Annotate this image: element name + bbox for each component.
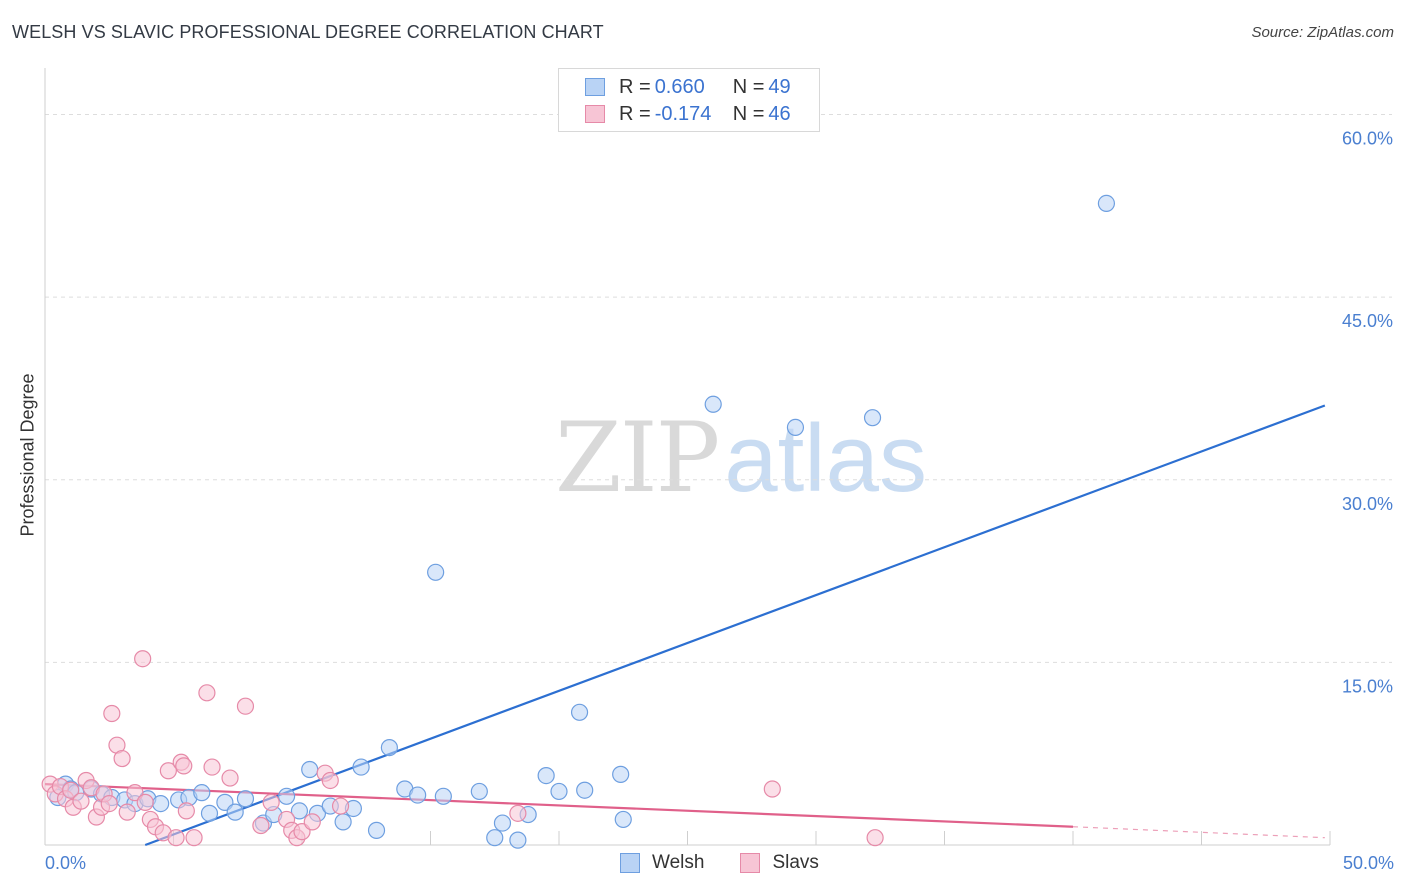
welsh-point	[200, 804, 219, 822]
slavs-point	[303, 813, 321, 831]
legend-n-label: N =	[732, 102, 765, 125]
trend-lines	[44, 404, 1326, 847]
slavs-point	[113, 749, 131, 768]
slavs-point	[203, 758, 221, 776]
series-label-slavs: Slavs	[772, 852, 819, 873]
welsh-point	[380, 739, 398, 757]
chart-title: WELSH VS SLAVIC PROFESSIONAL DEGREE CORR…	[12, 22, 604, 42]
y-tick-label: 60.0%	[1342, 129, 1393, 149]
welsh-point	[612, 765, 630, 783]
slavs-point	[221, 769, 239, 787]
welsh-point	[434, 787, 452, 805]
slavs-point	[159, 762, 177, 780]
legend-swatch-slavs	[585, 105, 605, 123]
y-tick-label: 30.0%	[1342, 494, 1393, 514]
welsh-trend-line	[144, 404, 1326, 847]
axes	[44, 68, 1331, 846]
welsh-point	[236, 790, 255, 808]
legend-r-label: R =	[619, 102, 651, 125]
legend-r-value: 0.660	[654, 75, 705, 98]
x-tick-label: 0.0%	[45, 853, 86, 873]
slavs-point	[509, 804, 527, 822]
slavs-point	[62, 781, 80, 799]
slavs-point	[118, 803, 136, 821]
legend-n-label: N =	[732, 75, 765, 98]
welsh-point	[1097, 194, 1116, 212]
welsh-point	[537, 767, 555, 785]
series-label-welsh: Welsh	[652, 852, 705, 873]
slavs-point	[103, 704, 121, 723]
welsh-point	[614, 810, 632, 829]
slavs-point	[252, 816, 270, 835]
slavs-point	[175, 757, 193, 775]
slavs-point	[167, 829, 185, 847]
legend-r-label: R =	[619, 75, 651, 98]
slavs-point	[763, 780, 781, 798]
slavs-point	[100, 795, 118, 813]
legend-swatch-welsh	[585, 78, 605, 96]
welsh-point	[493, 814, 512, 832]
source-label: Source: ZipAtlas.com	[1251, 24, 1394, 41]
legend-r-value: -0.174	[654, 102, 712, 125]
y-tick-label: 45.0%	[1342, 311, 1393, 331]
welsh-point	[427, 563, 445, 581]
slavs-point	[321, 771, 339, 790]
series-legend-slavs[interactable]: Slavs	[740, 852, 819, 874]
slavs-trend-line	[44, 783, 1074, 828]
welsh-point	[367, 821, 386, 839]
welsh-point	[486, 829, 504, 847]
welsh-point	[409, 786, 427, 804]
slavs-point	[134, 650, 152, 668]
slavs-point	[136, 793, 154, 811]
y-tick-label: 15.0%	[1342, 676, 1393, 696]
welsh-point	[193, 784, 211, 802]
x-tick-label: 50.0%	[1343, 853, 1394, 873]
welsh-point	[290, 802, 309, 820]
welsh-point	[550, 782, 568, 801]
series-legend: Welsh Slavs	[620, 852, 855, 874]
slavs-point	[185, 829, 203, 847]
welsh-point	[704, 395, 722, 413]
welsh-point	[277, 787, 296, 805]
grid	[45, 114, 1392, 663]
correlation-legend: R = 0.660 N = 49 R = -0.174 N = 46	[558, 68, 820, 132]
slavs-point	[198, 684, 216, 702]
legend-row-slavs: R = -0.174 N = 46	[585, 102, 791, 126]
slavs-point	[262, 793, 280, 811]
welsh-point	[570, 703, 589, 721]
tick-labels: 15.0% 30.0% 45.0% 60.0% 0.0% 50.0%	[45, 129, 1394, 873]
welsh-point	[576, 781, 594, 799]
slavs-point	[177, 802, 195, 820]
slavs-point	[331, 797, 350, 815]
welsh-point	[786, 418, 805, 437]
welsh-point	[352, 758, 370, 776]
slavs-point	[866, 829, 884, 847]
welsh-point	[152, 795, 170, 813]
welsh-point	[509, 831, 527, 849]
series-swatch-welsh	[620, 853, 640, 873]
welsh-point	[863, 409, 882, 427]
legend-row-welsh: R = 0.660 N = 49	[585, 75, 791, 99]
slavs-point	[72, 792, 90, 810]
slavs-point	[236, 697, 255, 715]
series-legend-welsh[interactable]: Welsh	[620, 852, 704, 874]
legend-n-value: 49	[768, 75, 791, 98]
data-points	[41, 194, 1116, 849]
welsh-point	[301, 760, 319, 779]
legend-n-value: 46	[768, 102, 791, 125]
welsh-point	[226, 803, 244, 821]
series-swatch-slavs	[740, 853, 761, 873]
welsh-point	[334, 813, 352, 831]
welsh-point	[470, 782, 488, 801]
slavs-trend-extension	[1072, 826, 1325, 839]
